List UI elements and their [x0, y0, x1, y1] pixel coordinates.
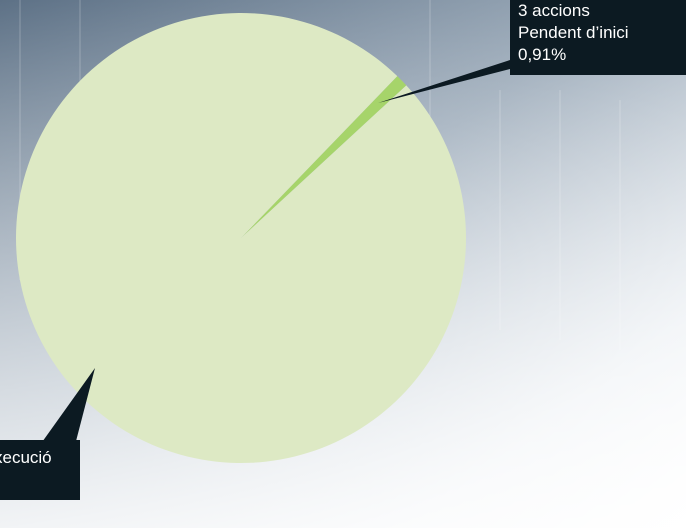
callout-pointer [40, 368, 95, 445]
value-label: 0,91% [518, 45, 566, 64]
callout-box [510, 0, 686, 75]
pie-slice [241, 76, 407, 238]
count-label: 3 accions [518, 1, 590, 20]
slice-label: xecució [0, 448, 52, 467]
callout-pointer [378, 60, 545, 103]
pie-slice [15, 12, 466, 463]
slice-label: Pendent d’inici [518, 23, 629, 42]
callout-box [0, 440, 80, 500]
pie [15, 12, 466, 463]
